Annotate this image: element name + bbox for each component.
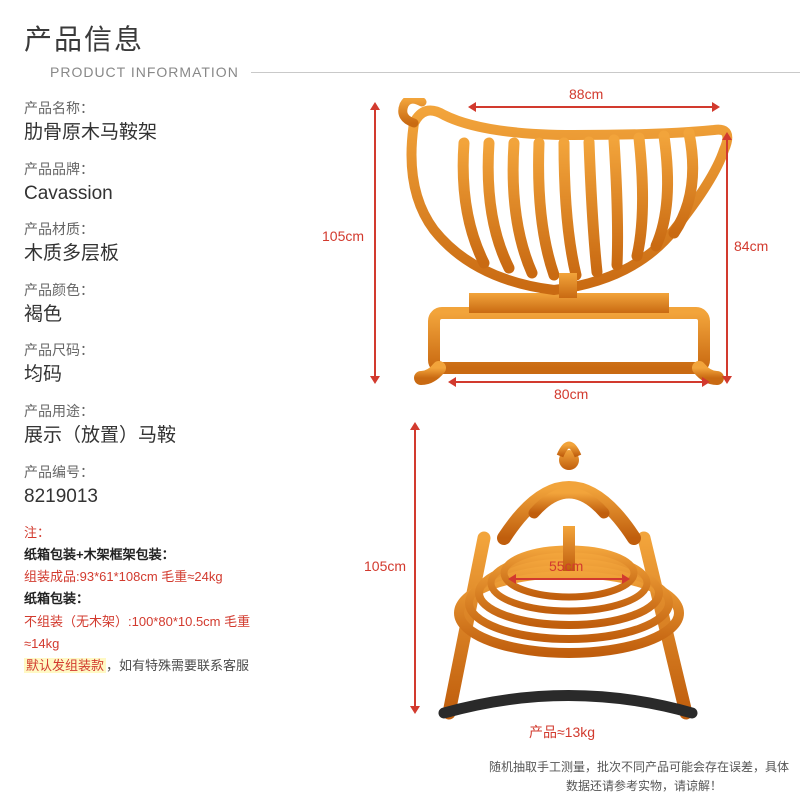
spec-value-use: 展示（放置）马鞍 <box>24 423 284 450</box>
note-line: 不组装（无木架）:100*80*10.5cm 毛重≈14kg <box>24 611 284 655</box>
dim-top-width: 88cm <box>569 86 603 102</box>
spec-list: 产品名称：肋骨原木马鞍架 产品品牌：Cavassion 产品材质：木质多层板 产… <box>24 98 284 677</box>
title-divider <box>251 72 800 73</box>
spec-value-size: 均码 <box>24 362 284 389</box>
note-line: 纸箱包装+木架框架包装： <box>24 544 284 566</box>
product-weight: 产品≈13kg <box>529 722 595 742</box>
spec-label: 产品品牌： <box>24 159 284 179</box>
page-title-en: PRODUCT INFORMATION <box>50 64 239 80</box>
spec-value-sku: 8219013 <box>24 484 284 511</box>
note-line: 默认发组装款，如有特殊需要联系客服 <box>24 655 284 677</box>
dim-bottom-width: 80cm <box>554 386 588 402</box>
dim-front-height: 105cm <box>364 558 406 574</box>
spec-label: 产品材质： <box>24 219 284 239</box>
spec-label: 产品用途： <box>24 401 284 421</box>
note-line: 组装成品:93*61*108cm 毛重≈24kg <box>24 566 284 588</box>
spec-value-brand: Cavassion <box>24 181 284 208</box>
packing-note: 注： 纸箱包装+木架框架包装： 组装成品:93*61*108cm 毛重≈24kg… <box>24 522 284 677</box>
diagram-front-view: 105cm 55cm 产品≈13kg <box>374 418 734 758</box>
spec-value-material: 木质多层板 <box>24 241 284 268</box>
note-line: 纸箱包装： <box>24 588 284 610</box>
dim-left-height: 105cm <box>322 228 364 244</box>
page-title-cn: 产品信息 <box>24 18 800 58</box>
spec-label: 产品颜色： <box>24 280 284 300</box>
spec-value-color: 褐色 <box>24 302 284 329</box>
spec-label: 产品尺码： <box>24 340 284 360</box>
dim-right-height: 84cm <box>734 238 768 254</box>
measurement-disclaimer: 随机抽取手工测量，批次不同产品可能会存在误差，具体 数据还请参考实物，请谅解！ <box>489 758 799 796</box>
saddle-rack-side-icon <box>314 98 754 408</box>
note-heading: 注： <box>24 522 284 544</box>
spec-value-name: 肋骨原木马鞍架 <box>24 120 284 147</box>
spec-label: 产品编号： <box>24 462 284 482</box>
diagram-side-view: 88cm 105cm 84cm 80cm <box>314 98 754 408</box>
spec-label: 产品名称： <box>24 98 284 118</box>
dim-inner-width: 55cm <box>549 558 583 574</box>
